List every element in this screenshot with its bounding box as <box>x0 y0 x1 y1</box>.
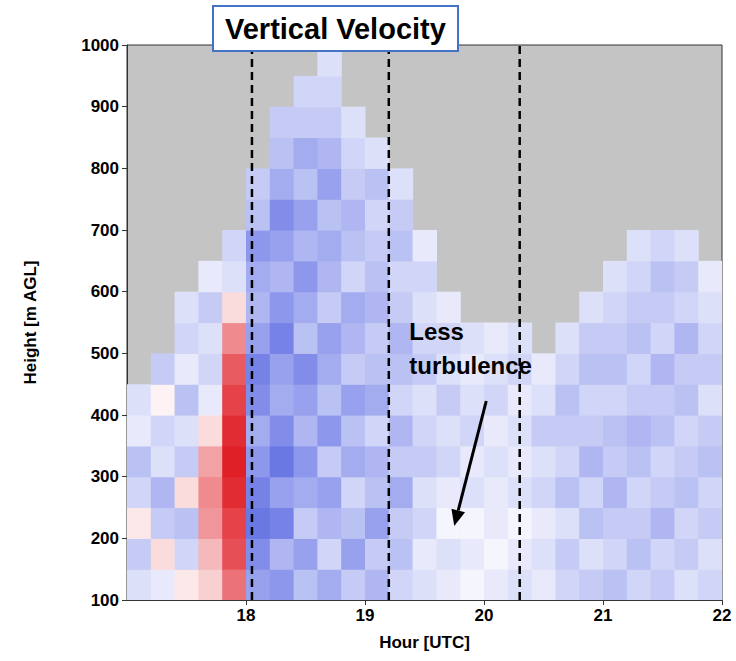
svg-text:21: 21 <box>594 606 613 625</box>
svg-text:Height [m AGL]: Height [m AGL] <box>21 260 40 384</box>
svg-text:19: 19 <box>356 606 375 625</box>
svg-text:Less: Less <box>409 318 464 345</box>
svg-text:700: 700 <box>91 221 119 240</box>
svg-text:turbulence: turbulence <box>409 352 532 379</box>
svg-text:800: 800 <box>91 159 119 178</box>
svg-text:900: 900 <box>91 97 119 116</box>
svg-text:Hour [UTC]: Hour [UTC] <box>379 633 470 652</box>
svg-text:22: 22 <box>713 606 732 625</box>
svg-text:20: 20 <box>475 606 494 625</box>
svg-text:Vertical Velocity: Vertical Velocity <box>225 13 446 45</box>
svg-text:500: 500 <box>91 344 119 363</box>
svg-text:18: 18 <box>237 606 256 625</box>
svg-text:300: 300 <box>91 467 119 486</box>
svg-text:400: 400 <box>91 406 119 425</box>
svg-text:100: 100 <box>91 591 119 610</box>
svg-text:200: 200 <box>91 529 119 548</box>
svg-text:600: 600 <box>91 282 119 301</box>
svg-text:1000: 1000 <box>81 36 119 55</box>
